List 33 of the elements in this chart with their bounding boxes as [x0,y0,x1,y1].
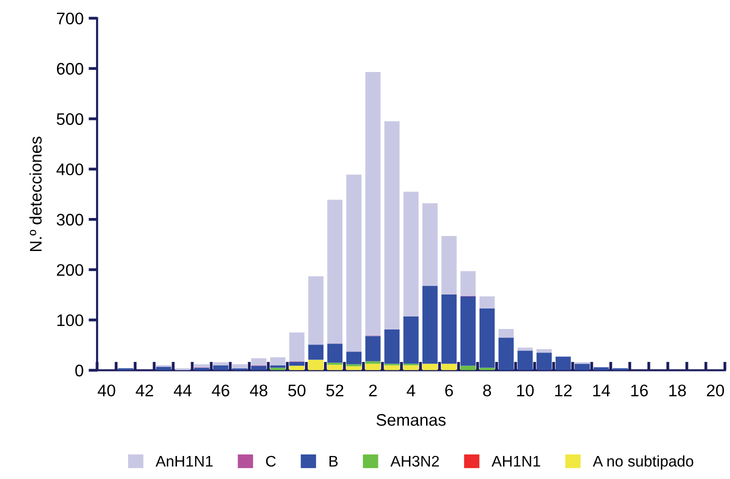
x-tick-label: 4 [406,384,416,396]
y-tick-label: 100 [57,314,84,326]
x-tick-label: 16 [631,384,648,396]
x-axis-title: Semanas [376,414,446,426]
legend-label: C [266,456,276,467]
y-tick-label: 600 [56,62,84,75]
x-tick-label: 14 [593,384,610,396]
x-tick-label: 46 [212,384,230,396]
y-tick-label: 0 [75,364,84,376]
x-tick-label: 50 [288,384,306,396]
x-tick-label: 52 [326,384,344,396]
legend-label: AH1N1 [492,456,540,466]
y-axis-title: N.º detecciones [29,136,42,252]
x-tick-label: 48 [250,384,268,396]
x-tick-label: 10 [517,384,534,396]
x-tick-label: 42 [136,384,154,396]
y-tick-label: 500 [56,113,84,125]
x-tick-label: 20 [706,384,724,396]
y-tick-label: 200 [56,264,84,276]
y-tick-label: 700 [56,12,84,24]
y-tick-label: 400 [56,163,84,176]
x-tick-label: 2 [369,384,377,396]
x-tick-label: 44 [174,384,192,396]
x-tick-label: 8 [483,384,491,396]
x-tick-label: 6 [445,384,453,396]
legend-label: B [330,456,338,466]
legend-label: A no subtipado [592,455,694,470]
legend-label: AnH1N1 [156,456,213,466]
x-tick-label: 12 [555,384,572,396]
legend-label: AH3N2 [390,456,439,467]
y-tick-label: 300 [56,214,84,226]
x-tick-label: 40 [98,384,116,396]
x-tick-label: 18 [669,384,686,396]
